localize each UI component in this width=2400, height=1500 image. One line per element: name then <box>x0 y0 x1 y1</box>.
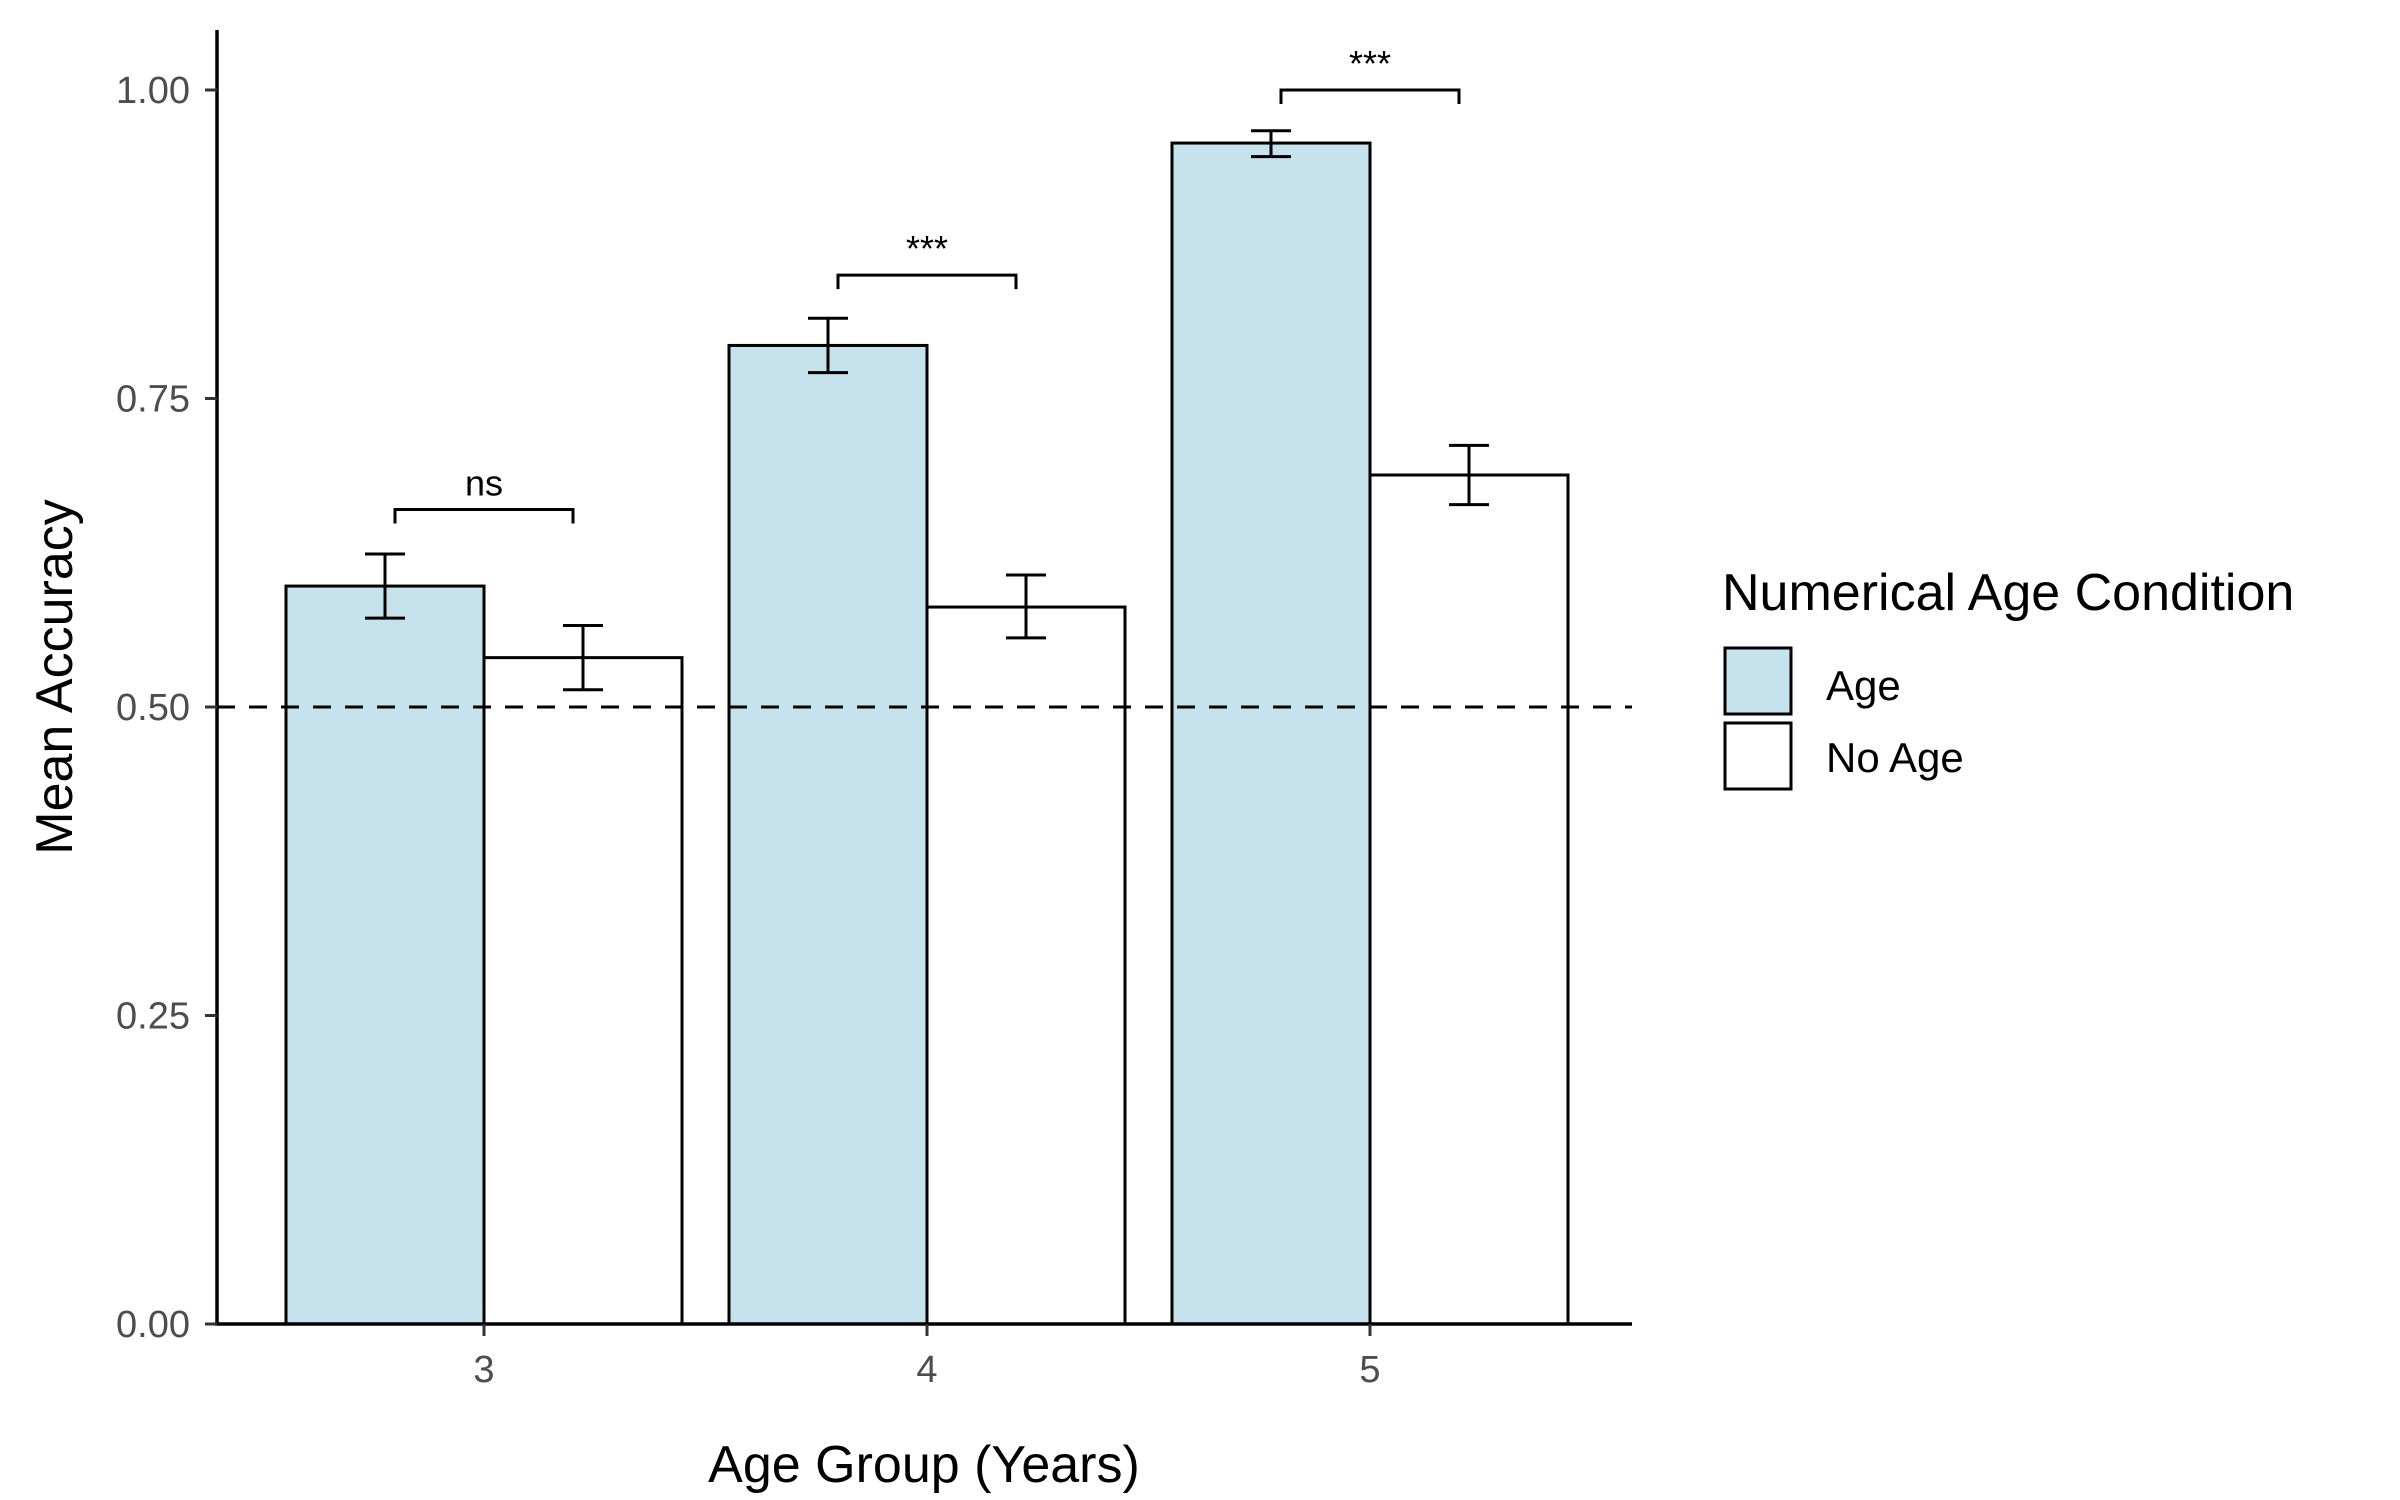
legend-key-no-age <box>1723 721 1793 791</box>
legend-label-no-age: No Age <box>1826 734 1964 781</box>
error-bar-no-age-3 <box>563 624 603 692</box>
significance-label-3: ns <box>465 463 503 504</box>
bar-no-age-5 <box>1368 473 1570 1326</box>
significance-layer: ns *** *** <box>393 43 1461 524</box>
legend: Numerical Age Condition Age No Age <box>1722 564 2294 791</box>
y-tick-label: 0.25 <box>116 996 190 1038</box>
bar-no-age-4 <box>925 605 1127 1326</box>
x-tick-label: 3 <box>473 1349 494 1391</box>
error-bar-no-age-4 <box>1006 573 1046 640</box>
axes-layer <box>215 30 1632 1326</box>
error-bar-no-age-5 <box>1449 443 1489 507</box>
legend-key-age <box>1723 646 1793 716</box>
significance-bracket-4: *** <box>836 228 1018 290</box>
bar-age-3 <box>284 584 486 1326</box>
y-tick-label: 0.75 <box>116 379 190 421</box>
bar-no-age-3 <box>482 656 684 1326</box>
x-axis-title: Age Group (Years) <box>708 1436 1140 1494</box>
y-tick-label: 0.00 <box>116 1304 190 1346</box>
bars-layer <box>284 141 1570 1326</box>
significance-label-4: *** <box>906 228 948 269</box>
legend-label-age: Age <box>1826 662 1901 709</box>
error-bar-age-4 <box>808 316 848 375</box>
significance-bracket-5: *** <box>1279 43 1461 104</box>
y-axis-title: Mean Accuracy <box>26 499 84 855</box>
significance-bracket-3: ns <box>393 463 575 524</box>
y-tick-label: 0.50 <box>116 687 190 729</box>
error-bar-age-5 <box>1251 129 1291 159</box>
ticks-layer: 0.00 0.25 0.50 0.75 1.00 3 4 5 <box>116 70 1381 1391</box>
x-tick-label: 5 <box>1359 1349 1380 1391</box>
error-bar-age-3 <box>365 552 405 620</box>
error-bars-layer <box>365 129 1489 692</box>
x-tick-label: 4 <box>916 1349 937 1391</box>
bar-age-5 <box>1170 141 1372 1326</box>
y-tick-label: 1.00 <box>116 70 190 112</box>
bar-age-4 <box>727 343 929 1326</box>
legend-title: Numerical Age Condition <box>1722 564 2294 622</box>
significance-label-5: *** <box>1349 43 1391 84</box>
